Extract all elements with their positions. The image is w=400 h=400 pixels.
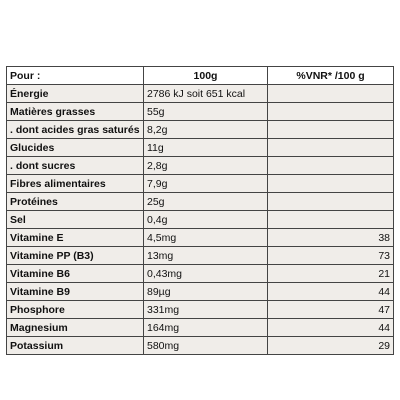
row-label: Vitamine E xyxy=(6,228,144,247)
row-pct xyxy=(267,120,394,139)
row-value: 580mg xyxy=(143,336,268,355)
row-value: 13mg xyxy=(143,246,268,265)
table-row: Sel 0,4g xyxy=(6,210,394,229)
row-label: Potassium xyxy=(6,336,144,355)
table-row: Vitamine B6 0,43mg 21 xyxy=(6,264,394,283)
table-row: Potassium 580mg 29 xyxy=(6,336,394,355)
row-pct: 44 xyxy=(267,318,394,337)
row-pct: 38 xyxy=(267,228,394,247)
row-label: Vitamine PP (B3) xyxy=(6,246,144,265)
row-value: 331mg xyxy=(143,300,268,319)
row-value: 55g xyxy=(143,102,268,121)
row-value: 4,5mg xyxy=(143,228,268,247)
row-pct: 73 xyxy=(267,246,394,265)
row-label: Vitamine B9 xyxy=(6,282,144,301)
table-row: Énergie 2786 kJ soit 651 kcal xyxy=(6,84,394,103)
row-pct xyxy=(267,210,394,229)
row-value: 0,4g xyxy=(143,210,268,229)
row-label: Vitamine B6 xyxy=(6,264,144,283)
row-value: 25g xyxy=(143,192,268,211)
table-row: Vitamine PP (B3) 13mg 73 xyxy=(6,246,394,265)
table-row: Protéines 25g xyxy=(6,192,394,211)
table-row: Matières grasses 55g xyxy=(6,102,394,121)
row-pct: 44 xyxy=(267,282,394,301)
header-pct: %VNR* /100 g xyxy=(267,66,394,85)
row-pct: 21 xyxy=(267,264,394,283)
row-label: Fibres alimentaires xyxy=(6,174,144,193)
row-label: Matières grasses xyxy=(6,102,144,121)
row-value: 89µg xyxy=(143,282,268,301)
row-label: Glucides xyxy=(6,138,144,157)
row-label: Sel xyxy=(6,210,144,229)
table-row: . dont sucres 2,8g xyxy=(6,156,394,175)
row-value: 8,2g xyxy=(143,120,268,139)
table-row: Magnesium 164mg 44 xyxy=(6,318,394,337)
header-label: Pour : xyxy=(6,66,144,85)
table-row: Phosphore 331mg 47 xyxy=(6,300,394,319)
row-pct xyxy=(267,102,394,121)
row-pct xyxy=(267,138,394,157)
table-header-row: Pour : 100g %VNR* /100 g xyxy=(6,66,394,85)
row-value: 2,8g xyxy=(143,156,268,175)
row-pct: 29 xyxy=(267,336,394,355)
row-label: Protéines xyxy=(6,192,144,211)
nutrition-table: Pour : 100g %VNR* /100 g Énergie 2786 kJ… xyxy=(6,66,394,355)
row-value: 7,9g xyxy=(143,174,268,193)
row-value: 0,43mg xyxy=(143,264,268,283)
table-row: Vitamine B9 89µg 44 xyxy=(6,282,394,301)
row-label: . dont sucres xyxy=(6,156,144,175)
table-row: Glucides 11g xyxy=(6,138,394,157)
row-value: 11g xyxy=(143,138,268,157)
row-pct xyxy=(267,156,394,175)
table-row: Fibres alimentaires 7,9g xyxy=(6,174,394,193)
row-pct: 47 xyxy=(267,300,394,319)
row-pct xyxy=(267,192,394,211)
row-label: . dont acides gras saturés xyxy=(6,120,144,139)
table-row: . dont acides gras saturés 8,2g xyxy=(6,120,394,139)
row-label: Magnesium xyxy=(6,318,144,337)
table-row: Vitamine E 4,5mg 38 xyxy=(6,228,394,247)
row-label: Phosphore xyxy=(6,300,144,319)
row-pct xyxy=(267,84,394,103)
row-value: 2786 kJ soit 651 kcal xyxy=(143,84,268,103)
row-pct xyxy=(267,174,394,193)
header-amount: 100g xyxy=(143,66,268,85)
row-value: 164mg xyxy=(143,318,268,337)
row-label: Énergie xyxy=(6,84,144,103)
